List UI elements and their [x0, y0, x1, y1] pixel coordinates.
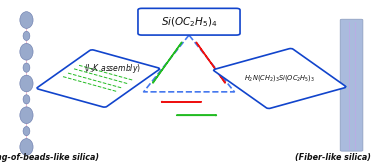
Text: (Fiber-like silica): (Fiber-like silica): [295, 153, 370, 162]
FancyBboxPatch shape: [37, 50, 160, 107]
FancyBboxPatch shape: [340, 19, 363, 151]
FancyBboxPatch shape: [214, 48, 346, 109]
Ellipse shape: [20, 75, 33, 92]
Ellipse shape: [23, 31, 30, 40]
Ellipse shape: [23, 63, 30, 72]
Text: (String-of-beads-like silica): (String-of-beads-like silica): [0, 153, 99, 162]
Ellipse shape: [20, 107, 33, 124]
Ellipse shape: [23, 95, 30, 104]
Ellipse shape: [20, 43, 33, 60]
Ellipse shape: [20, 12, 33, 28]
Text: $H_2N(CH_2)_3Si(OC_2H_5)_3$: $H_2N(CH_2)_3Si(OC_2H_5)_3$: [244, 73, 315, 84]
Text: $(I_3K\ assembly)$: $(I_3K\ assembly)$: [84, 62, 141, 75]
Text: $Si(OC_2H_5)_4$: $Si(OC_2H_5)_4$: [161, 15, 217, 29]
FancyBboxPatch shape: [138, 8, 240, 35]
Ellipse shape: [23, 127, 30, 136]
Ellipse shape: [20, 139, 33, 155]
